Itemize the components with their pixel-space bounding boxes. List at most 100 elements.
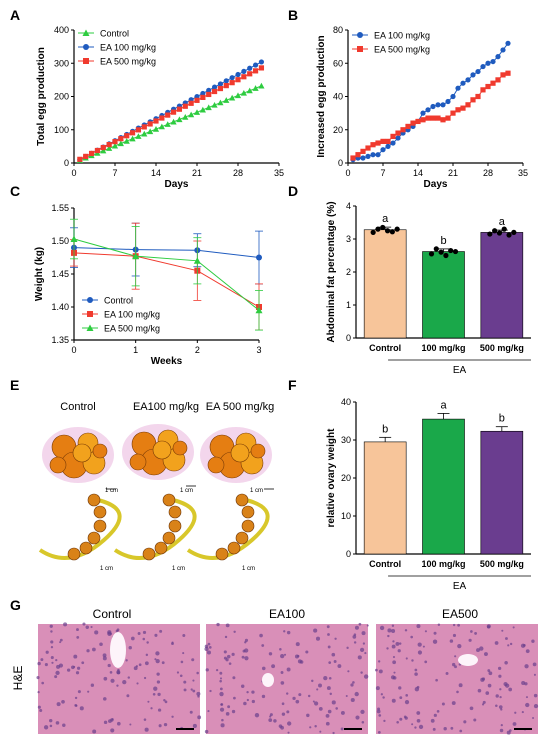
data-point [147,121,153,127]
nucleus [383,719,386,723]
data-point [247,71,253,77]
x-tick-label: 28 [483,168,493,178]
data-point [390,133,396,139]
nucleus [495,704,498,707]
dot-point [452,248,459,255]
nucleus [416,718,421,723]
nucleus [145,653,149,657]
nucleus [326,686,331,691]
dot-point [492,228,498,234]
panel-letter-c: C [10,183,20,199]
data-point [152,126,160,132]
nucleus [507,644,510,647]
nucleus [143,718,147,721]
nucleus [110,678,115,683]
x-tick-label: 0 [71,345,76,355]
nucleus [387,628,392,633]
nucleus [224,635,228,639]
data-point [246,87,253,94]
nucleus [179,674,183,678]
nucleus [157,692,161,697]
data-point [170,118,177,125]
data-point [370,142,376,148]
nucleus [204,646,209,652]
nucleus [286,710,290,714]
data-point [241,74,247,80]
nucleus [451,662,456,667]
nucleus [192,689,196,693]
nucleus [355,715,360,720]
nucleus [146,641,149,644]
nucleus [437,623,441,627]
nucleus [379,625,385,631]
chart-abdominal-fat: 0 1 2 3 4 Abdominal fat percentage (%) a Contro… [326,201,531,376]
y-tick-label: 0 [346,333,351,343]
nucleus [87,690,90,693]
data-point [141,124,147,130]
nucleus [161,661,165,665]
nucleus [443,727,447,731]
y-tick-label: 1.55 [51,203,69,213]
data-point [217,81,224,87]
nucleus [398,686,402,690]
legend-entry: EA 100 mg/kg [100,43,156,53]
y-tick-label: 40 [333,92,343,102]
nucleus [283,653,287,656]
nucleus [280,671,284,674]
nucleus [359,647,365,652]
legend-entry: EA 500 mg/kg [104,324,160,334]
nucleus [117,668,120,672]
nucleus [268,718,273,723]
nucleus [244,656,249,661]
nucleus [205,668,209,672]
nucleus [376,709,381,714]
nucleus [286,692,289,695]
nucleus [233,630,236,633]
chart-weight: 0 1 2 3 1.35 1.40 1.45 1.50 1.55 Weeks Weight (kg)… [34,203,263,367]
nucleus [347,670,350,673]
y-tick-label: 1.50 [51,236,69,246]
data-point [440,102,446,108]
nucleus [323,675,328,681]
x-axis-label: Days [424,179,448,190]
data-point [211,84,218,90]
nucleus [295,642,300,647]
data-point [117,140,124,147]
oviduct-arc [113,498,197,560]
nucleus [512,626,515,629]
data-point [400,127,406,133]
dot-point [501,226,507,232]
y-tick-label: 1.40 [51,302,69,312]
data-point [505,70,511,76]
nucleus [49,724,53,728]
nucleus [485,691,490,695]
nucleus [107,663,111,668]
significance-letter: a [499,216,506,228]
nucleus [469,706,474,711]
nucleus [480,677,485,682]
significance-letter: b [499,413,505,425]
nucleus [116,684,119,687]
nucleus [204,729,209,734]
nucleus [176,671,180,674]
nucleus [392,640,395,643]
data-point [365,153,371,159]
y-tick-label: 400 [54,25,69,35]
nucleus [137,632,141,635]
dot-point [375,226,381,232]
nucleus [144,727,149,732]
nucleus [223,656,227,660]
bar-1 [363,441,407,555]
nucleus [103,676,108,681]
follicle [79,541,93,555]
nucleus [227,705,231,709]
follicle [93,505,107,519]
nucleus [358,622,362,626]
nucleus [226,654,231,659]
y-tick-label: 3 [346,234,351,244]
nucleus [441,702,445,706]
follicle [207,456,225,474]
nucleus [59,638,63,642]
nucleus [108,719,112,723]
